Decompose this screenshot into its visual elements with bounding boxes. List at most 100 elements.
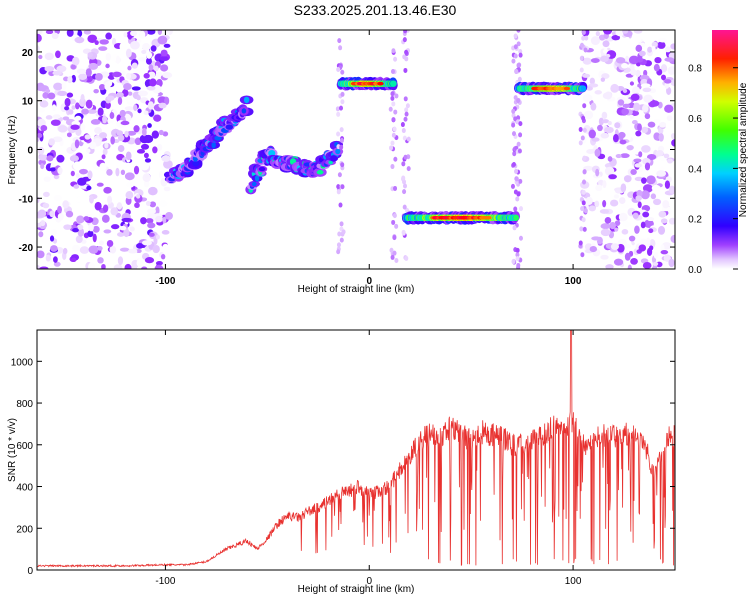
spectrogram-noise-cell xyxy=(102,204,109,213)
spectrogram-noise-cell xyxy=(147,101,154,110)
spectrogram-noise-cell xyxy=(148,232,155,237)
spectrogram-noise-cell xyxy=(112,71,122,78)
spectrogram-noise-cell xyxy=(628,235,636,242)
spectrogram-noise-cell xyxy=(642,211,650,218)
spectrogram-ridge-cell xyxy=(330,155,338,162)
spectrogram-noise-cell xyxy=(101,263,106,269)
spectrogram-noise-cell xyxy=(115,167,120,177)
spectrogram-edge-streak xyxy=(582,226,587,232)
spectrogram-noise-cell xyxy=(660,64,668,73)
spectrogram-noise-cell xyxy=(582,57,592,65)
spectrogram-edge-streak xyxy=(511,58,516,64)
spectrogram-noise-cell xyxy=(125,48,132,58)
spectrogram-noise-cell xyxy=(619,139,627,145)
spectrogram-y-label: Frequency (Hz) xyxy=(7,116,18,185)
spectrogram-noise-cell xyxy=(590,58,600,63)
spectrogram-edge-streak xyxy=(406,166,411,172)
spectrogram-noise-cell xyxy=(666,115,673,121)
spectrogram-noise-cell xyxy=(613,258,624,266)
spectrogram-noise-cell xyxy=(670,234,675,243)
spectrogram-edge-streak xyxy=(391,117,396,123)
spectrogram-noise-cell xyxy=(611,34,620,41)
spectrogram-noise-cell xyxy=(667,66,675,75)
spectrogram-noise-cell xyxy=(627,264,632,269)
spectrogram-noise-cell xyxy=(94,126,102,134)
spectrogram-noise-cell xyxy=(669,217,675,225)
spectrogram-noise-cell xyxy=(588,205,596,212)
spectrogram-noise-cell xyxy=(160,253,166,260)
spectrogram-noise-cell xyxy=(613,194,620,199)
spectrogram-noise-cell xyxy=(595,31,600,37)
spectrogram-noise-cell xyxy=(70,124,80,130)
spectrogram-noise-cell xyxy=(618,212,628,222)
spectrogram-noise-cell xyxy=(634,163,642,168)
spectrogram-noise-cell xyxy=(117,144,125,153)
spectrogram-noise-cell xyxy=(648,228,654,234)
spectrogram-noise-cell xyxy=(38,231,44,238)
spectrogram-edge-streak xyxy=(404,49,409,55)
spectrogram-edge-streak xyxy=(336,184,341,190)
spectrogram-noise-cell xyxy=(653,118,661,123)
colorbar-tick-label: 0.8 xyxy=(688,64,702,75)
spectrogram-noise-cell xyxy=(638,244,647,252)
spectrogram-noise-cell xyxy=(75,102,80,110)
spectrogram-ridge-cell xyxy=(243,96,250,104)
spectrogram-noise-cell xyxy=(62,200,69,209)
spectrogram-noise-cell xyxy=(143,152,149,159)
spectrogram-noise-cell xyxy=(594,90,602,95)
spectrogram-noise-cell xyxy=(75,235,83,244)
spectrogram-edge-streak xyxy=(389,247,394,253)
spectrogram-noise-cell xyxy=(146,51,153,59)
spectrogram-noise-cell xyxy=(622,30,629,34)
spectrogram-noise-cell xyxy=(133,125,140,133)
spectrogram-noise-cell xyxy=(163,43,171,48)
spectrogram-noise-cell xyxy=(49,167,56,172)
spectrogram-edge-streak xyxy=(337,38,342,44)
spectrogram-noise-cell xyxy=(153,114,162,122)
spectrogram-noise-cell xyxy=(633,158,642,163)
spectrogram-noise-cell xyxy=(136,149,146,154)
spectrogram-noise-cell xyxy=(160,49,168,57)
spectrogram-edge-streak xyxy=(401,161,406,167)
spectrogram-noise-cell xyxy=(107,195,113,204)
spectrogram-noise-cell xyxy=(602,40,610,48)
spectrogram-noise-cell xyxy=(119,247,130,252)
spectrogram-cells xyxy=(37,30,675,269)
spectrogram-noise-cell xyxy=(628,55,639,65)
spectrogram-noise-cell xyxy=(635,44,643,52)
spectrogram-noise-cell xyxy=(124,263,132,269)
spectrogram-edge-streak xyxy=(578,127,583,133)
spectrogram-noise-cell xyxy=(109,245,117,254)
spectrogram-noise-cell xyxy=(153,65,159,72)
spectrogram-noise-cell xyxy=(161,155,171,162)
spectrogram-noise-cell xyxy=(599,209,610,214)
spectrogram-edge-streak xyxy=(515,256,520,262)
spectrogram-noise-cell xyxy=(107,117,114,125)
spectrogram-noise-cell xyxy=(78,168,88,175)
spectrogram-noise-cell xyxy=(80,94,85,102)
spectrogram-edge-streak xyxy=(581,35,586,41)
spectrogram-noise-cell xyxy=(39,100,49,108)
spectrogram-noise-cell xyxy=(102,148,108,156)
spectrogram-noise-cell xyxy=(143,110,149,116)
spectrogram-edge-streak xyxy=(390,140,395,146)
spectrogram-noise-cell xyxy=(621,229,629,235)
snr-frame xyxy=(36,329,676,571)
spectrogram-edge-streak xyxy=(581,217,586,223)
spectrogram-noise-cell xyxy=(45,115,53,120)
spectrogram-edge-streak xyxy=(391,219,396,225)
spectrogram-edge-streak xyxy=(518,52,523,58)
spectrogram-noise-cell xyxy=(154,264,164,269)
spectrogram-noise-cell xyxy=(37,45,40,53)
spectrogram-noise-cell xyxy=(625,55,630,64)
spectrogram-noise-cell xyxy=(144,158,152,163)
spectrogram-noise-cell xyxy=(664,46,672,53)
spectrogram-noise-cell xyxy=(144,257,155,264)
snr-x-tick-label: 0 xyxy=(366,576,372,587)
spectrogram-noise-cell xyxy=(646,217,655,222)
spectrogram-noise-cell xyxy=(70,64,76,70)
spectrogram-noise-cell xyxy=(654,56,662,64)
spectrogram-noise-cell xyxy=(139,134,150,144)
spectrogram-noise-cell xyxy=(130,40,140,50)
